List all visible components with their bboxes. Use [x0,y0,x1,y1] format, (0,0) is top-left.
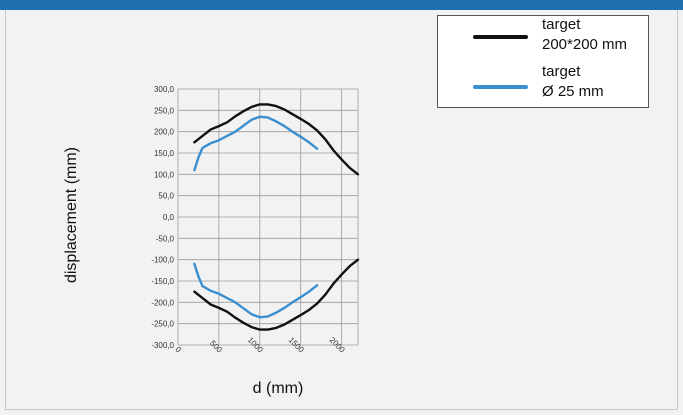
grid-lines [177,88,359,346]
y-tick-label: 100,0 [154,170,175,179]
series-line-blue-upper [193,115,319,172]
y-tick-label: 250,0 [154,106,175,115]
y-tick-labels: 300,0 250,0 200,0 150,0 100,0 50,0 0,0 -50,0 -10… [151,85,174,350]
legend-label-2a: target [542,63,581,80]
y-axis-label: displacement (mm) [63,147,80,283]
series-line-blue-lower [193,262,319,319]
x-tick-label: 0 [173,345,183,355]
y-tick-label: 200,0 [154,128,175,137]
series-line-black-lower [193,258,360,331]
x-axis-label: d (mm) [253,380,304,397]
legend-label-1b: 200*200 mm [542,36,628,53]
y-tick-label: -100,0 [151,256,174,265]
y-tick-label: 300,0 [154,85,175,94]
legend-swatch-blue [473,85,528,89]
y-tick-label: -50,0 [156,234,175,243]
legend-label-2b: Ø 25 mm [542,83,604,100]
y-tick-label: 0,0 [163,213,175,222]
y-tick-label: -200,0 [151,298,174,307]
legend: target 200*200 mm target Ø 25 mm [437,15,649,108]
legend-swatch-black [473,35,528,39]
y-tick-label: -300,0 [151,341,174,350]
y-tick-label: -150,0 [151,277,174,286]
series-line-black-upper [193,103,360,176]
x-tick-label: 500 [208,339,224,355]
series-lines [193,103,360,331]
legend-label-1a: target [542,16,581,33]
y-tick-label: 50,0 [158,192,174,201]
title-bar [0,0,683,10]
y-tick-label: -250,0 [151,320,174,329]
y-tick-label: 150,0 [154,149,175,158]
